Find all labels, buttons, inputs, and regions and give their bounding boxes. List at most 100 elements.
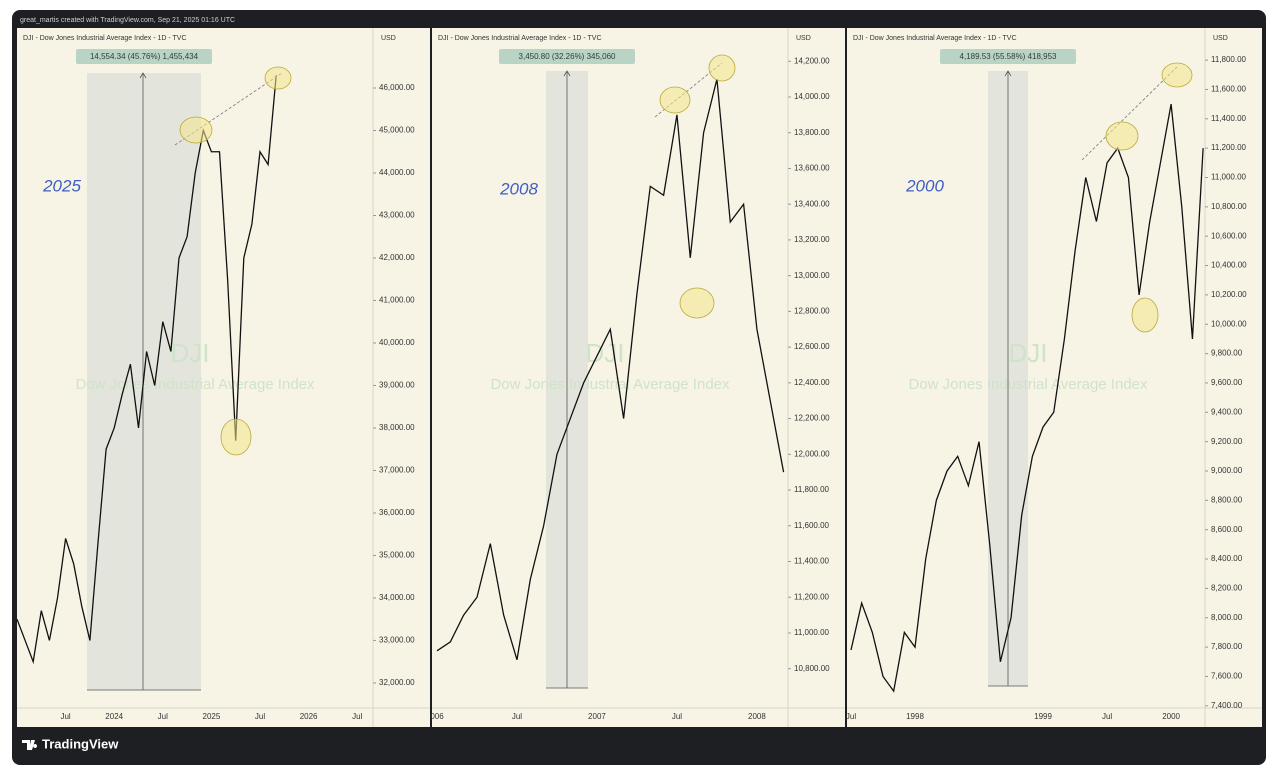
y-tick-label: 12,800.00 [794,306,830,315]
y-tick-label: 10,800.00 [794,664,830,673]
x-tick-label: Jul [255,712,265,721]
measure-arrow-head [139,72,147,79]
year-label: 2008 [499,179,538,198]
x-tick-label: Jul [846,712,856,721]
measure-label-bg [499,49,635,64]
highlight-circle [1105,121,1139,151]
y-tick-label: 12,200.00 [794,414,830,423]
footer: TradingView [42,736,119,751]
y-tick-label: 38,000.00 [379,423,415,432]
x-tick-label: Jul [512,712,522,721]
y-tick-label: 14,000.00 [794,92,830,101]
x-tick-label: 2008 [748,712,766,721]
y-tick-label: 8,800.00 [1211,495,1243,504]
chart-panel: 4,189.53 (55.58%) 418,953 DJI Dow Jones In… [846,28,1262,727]
y-tick-label: 8,400.00 [1211,554,1243,563]
x-tick-label: 2000 [1162,712,1180,721]
x-tick-label: 1998 [906,712,924,721]
currency-label: USD [1213,35,1228,42]
chart-title: DJI - Dow Jones Industrial Average Index… [853,35,1017,42]
x-tick-label: 2007 [588,712,606,721]
y-tick-label: 12,600.00 [794,342,830,351]
y-tick-label: 13,400.00 [794,199,830,208]
x-tick-label: 2024 [105,712,123,721]
price-line [850,103,1204,693]
x-tick-label: Jul [352,712,362,721]
measure-label: 14,554.34 (45.76%) 1,455,434 [90,52,199,61]
highlight-circle [679,287,715,319]
y-tick-label: 10,800.00 [1211,202,1247,211]
currency-label: USD [381,35,396,42]
y-tick-label: 11,400.00 [794,557,830,566]
year-label: 2025 [42,176,81,195]
y-tick-label: 37,000.00 [379,466,415,475]
y-tick-label: 11,200.00 [794,592,830,601]
y-tick-label: 10,000.00 [1211,319,1247,328]
highlight-circle [1161,62,1193,88]
y-tick-label: 44,000.00 [379,168,415,177]
y-tick-label: 11,600.00 [1211,85,1247,94]
y-tick-label: 9,600.00 [1211,378,1243,387]
panel-background [17,28,430,727]
y-tick-label: 7,800.00 [1211,642,1243,651]
y-tick-label: 43,000.00 [379,211,415,220]
x-tick-label: 006 [430,712,444,721]
panel-background [847,28,1262,727]
y-tick-label: 11,800.00 [1211,55,1247,64]
y-tick-label: 11,000.00 [794,628,830,637]
highlight-circle [1131,297,1159,333]
y-tick-label: 9,200.00 [1211,437,1243,446]
measure-label-bg [76,49,212,64]
chart-panel: 14,554.34 (45.76%) 1,455,434 DJI Dow Jones… [16,28,430,727]
measure-label: 4,189.53 (55.58%) 418,953 [960,52,1058,61]
y-tick-label: 7,400.00 [1211,701,1243,710]
y-tick-label: 40,000.00 [379,338,415,347]
chart-panel: 3,450.80 (32.26%) 345,060 DJI Dow Jones In… [430,28,845,727]
y-tick-label: 10,600.00 [1211,231,1247,240]
watermark-symbol: DJI [586,338,625,368]
y-tick-label: 14,200.00 [794,56,830,65]
y-tick-label: 32,000.00 [379,678,415,687]
y-tick-label: 8,200.00 [1211,584,1243,593]
y-tick-label: 13,800.00 [794,128,830,137]
highlight-circle [659,86,691,114]
y-tick-label: 11,200.00 [1211,143,1247,152]
x-tick-label: Jul [1102,712,1112,721]
y-tick-label: 11,600.00 [794,521,830,530]
x-tick-label: Jul [60,712,70,721]
y-tick-label: 12,400.00 [794,378,830,387]
x-tick-label: Jul [672,712,682,721]
y-tick-label: 11,800.00 [794,485,830,494]
y-tick-label: 46,000.00 [379,83,415,92]
measure-label: 3,450.80 (32.26%) 345,060 [519,52,617,61]
watermark-name: Dow Jones Industrial Average Index [908,376,1148,393]
chart-title: DJI - Dow Jones Industrial Average Index… [438,35,602,42]
panel-background [432,28,845,727]
highlight-circle [708,54,736,82]
watermark-name: Dow Jones Industrial Average Index [490,376,730,393]
measure-label-bg [940,49,1076,64]
y-tick-label: 9,800.00 [1211,349,1243,358]
y-tick-label: 36,000.00 [379,508,415,517]
y-tick-label: 9,400.00 [1211,407,1243,416]
y-tick-label: 13,000.00 [794,271,830,280]
y-tick-label: 35,000.00 [379,551,415,560]
x-tick-label: 2025 [203,712,221,721]
y-tick-label: 41,000.00 [379,296,415,305]
y-tick-label: 11,000.00 [1211,173,1247,182]
y-tick-label: 42,000.00 [379,253,415,262]
y-tick-label: 33,000.00 [379,636,415,645]
watermark-symbol: DJI [171,338,210,368]
price-line [436,78,785,660]
year-label: 2000 [905,176,944,195]
highlight-circle [264,66,292,90]
measure-arrow-head [563,70,571,77]
x-tick-label: 2026 [300,712,318,721]
y-tick-label: 10,400.00 [1211,261,1247,270]
chart-title: DJI - Dow Jones Industrial Average Index… [23,35,187,42]
y-tick-label: 11,400.00 [1211,114,1247,123]
highlight-circle [220,418,252,456]
y-tick-label: 39,000.00 [379,381,415,390]
